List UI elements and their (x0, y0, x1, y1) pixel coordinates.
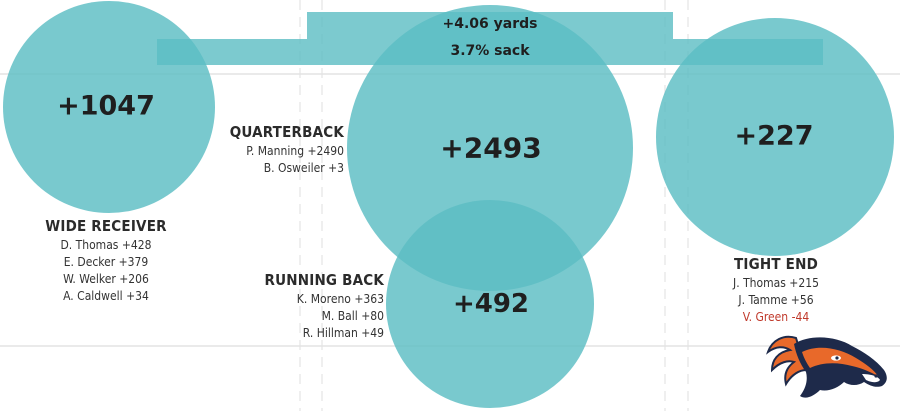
player-line: B. Osweiler +3 (263, 161, 344, 175)
player-line: J. Thomas +215 (733, 276, 819, 290)
sack-rate-text: 3.7% sack (450, 43, 530, 59)
quarterback-value: +2493 (440, 131, 542, 165)
running-back-group: RUNNING BACK K. Moreno +363 M. Ball +80 … (234, 271, 384, 342)
player-line-negative: V. Green -44 (742, 310, 810, 324)
player-line: P. Manning +2490 (246, 144, 344, 158)
wide-receiver-title: WIDE RECEIVER (45, 217, 167, 235)
quarterback-bubble (347, 5, 633, 291)
yards-per-play-text: +4.06 yards (442, 16, 538, 32)
player-line: J. Tamme +56 (738, 293, 814, 307)
tight-end-bubble (656, 18, 894, 256)
player-line: K. Moreno +363 (296, 292, 384, 306)
wide-receiver-value: +1047 (57, 90, 155, 122)
tight-end-title: TIGHT END (733, 255, 818, 273)
wide-receiver-group: WIDE RECEIVER D. Thomas +428 E. Decker +… (36, 217, 176, 305)
player-line: D. Thomas +428 (60, 238, 152, 252)
player-line: M. Ball +80 (321, 309, 384, 323)
running-back-value: +492 (452, 289, 530, 319)
player-line: R. Hillman +49 (302, 326, 384, 340)
quarterback-group: QUARTERBACK P. Manning +2490 B. Osweiler… (200, 123, 344, 177)
tight-end-value: +227 (734, 120, 814, 152)
running-back-title: RUNNING BACK (264, 271, 384, 289)
running-back-bubble (386, 200, 594, 408)
player-line: A. Caldwell +34 (63, 289, 149, 303)
player-line: W. Welker +206 (63, 272, 149, 286)
wide-receiver-bubble (3, 1, 215, 213)
player-line: E. Decker +379 (63, 255, 149, 269)
broncos-horse-logo-icon (766, 335, 887, 398)
quarterback-title: QUARTERBACK (229, 123, 344, 141)
tight-end-group: TIGHT END J. Thomas +215 J. Tamme +56 V.… (716, 255, 836, 326)
